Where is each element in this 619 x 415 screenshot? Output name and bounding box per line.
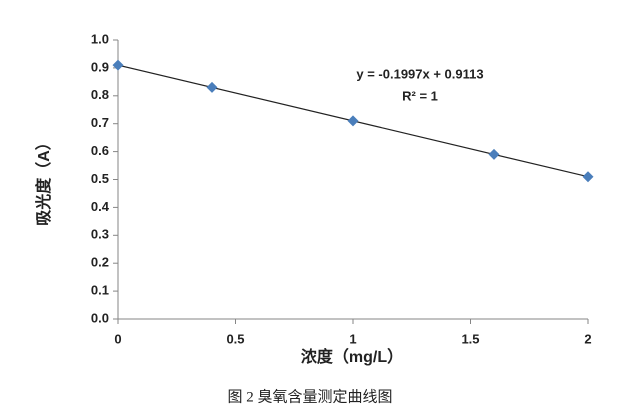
x-tick-label: 1: [349, 331, 356, 346]
y-tick-label: 0.7: [91, 115, 109, 130]
y-tick-label: 1.0: [91, 31, 109, 46]
y-tick-label: 0.8: [91, 87, 109, 102]
y-tick-label: 0.2: [91, 255, 109, 270]
point: [488, 148, 500, 160]
trend-r2: R² = 1: [402, 88, 438, 103]
y-tick-label: 0.0: [91, 310, 109, 325]
x-tick-label: 0.5: [226, 331, 244, 346]
point: [206, 81, 218, 93]
y-tick-label: 0.9: [91, 59, 109, 74]
point: [582, 171, 594, 183]
caption: 图 2 臭氧含量测定曲线图: [227, 388, 392, 405]
trend-equation: y = -0.1997x + 0.9113: [356, 66, 483, 81]
y-tick-label: 0.5: [91, 171, 109, 186]
y-tick-label: 0.4: [91, 199, 110, 214]
y-axis-label: 吸光度（A）: [34, 134, 53, 226]
x-tick-label: 2: [584, 331, 591, 346]
y-tick-label: 0.3: [91, 227, 109, 242]
point: [347, 115, 359, 127]
x-tick-label: 1.5: [461, 331, 479, 346]
x-tick-label: 0: [114, 331, 121, 346]
y-tick-label: 0.1: [91, 283, 109, 298]
x-axis-label: 浓度（mg/L）: [301, 347, 403, 366]
point: [112, 59, 124, 71]
y-tick-label: 0.6: [91, 143, 109, 158]
